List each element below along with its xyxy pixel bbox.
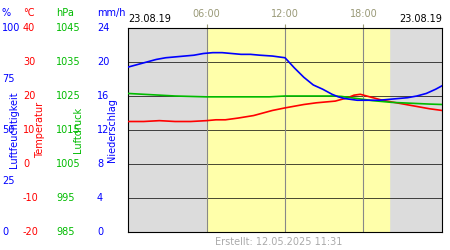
Text: Erstellt: 12.05.2025 11:31: Erstellt: 12.05.2025 11:31 <box>215 237 343 247</box>
Text: Temperatur: Temperatur <box>35 102 45 158</box>
Text: 1005: 1005 <box>56 159 81 169</box>
Text: 0: 0 <box>97 227 103 237</box>
Text: Niederschlag: Niederschlag <box>107 98 117 162</box>
Text: 40: 40 <box>23 23 35 33</box>
Text: 12: 12 <box>97 125 109 135</box>
Text: 20: 20 <box>23 91 36 101</box>
Text: 4: 4 <box>97 193 103 203</box>
Text: 25: 25 <box>2 176 14 186</box>
Bar <box>207 28 389 232</box>
Text: 8: 8 <box>97 159 103 169</box>
Text: 1015: 1015 <box>56 125 81 135</box>
Text: 985: 985 <box>56 227 75 237</box>
Text: 995: 995 <box>56 193 75 203</box>
Text: 30: 30 <box>23 57 35 67</box>
Text: 1025: 1025 <box>56 91 81 101</box>
Text: mm/h: mm/h <box>97 8 126 18</box>
Text: 20: 20 <box>97 57 109 67</box>
Text: 0: 0 <box>2 227 8 237</box>
Text: 10: 10 <box>23 125 35 135</box>
Text: Luftdruck: Luftdruck <box>73 107 83 153</box>
Text: %: % <box>2 8 11 18</box>
Text: -10: -10 <box>23 193 39 203</box>
Text: 24: 24 <box>97 23 109 33</box>
Text: 23.08.19: 23.08.19 <box>399 14 442 24</box>
Text: hPa: hPa <box>56 8 74 18</box>
Text: 0: 0 <box>23 159 29 169</box>
Text: 1045: 1045 <box>56 23 81 33</box>
Text: 16: 16 <box>97 91 109 101</box>
Text: 50: 50 <box>2 125 14 135</box>
Text: Luftfeuchtigkeit: Luftfeuchtigkeit <box>9 92 19 168</box>
Text: 75: 75 <box>2 74 14 84</box>
Text: 100: 100 <box>2 23 20 33</box>
Text: -20: -20 <box>23 227 39 237</box>
Text: 23.08.19: 23.08.19 <box>128 14 171 24</box>
Text: 1035: 1035 <box>56 57 81 67</box>
Text: °C: °C <box>23 8 35 18</box>
